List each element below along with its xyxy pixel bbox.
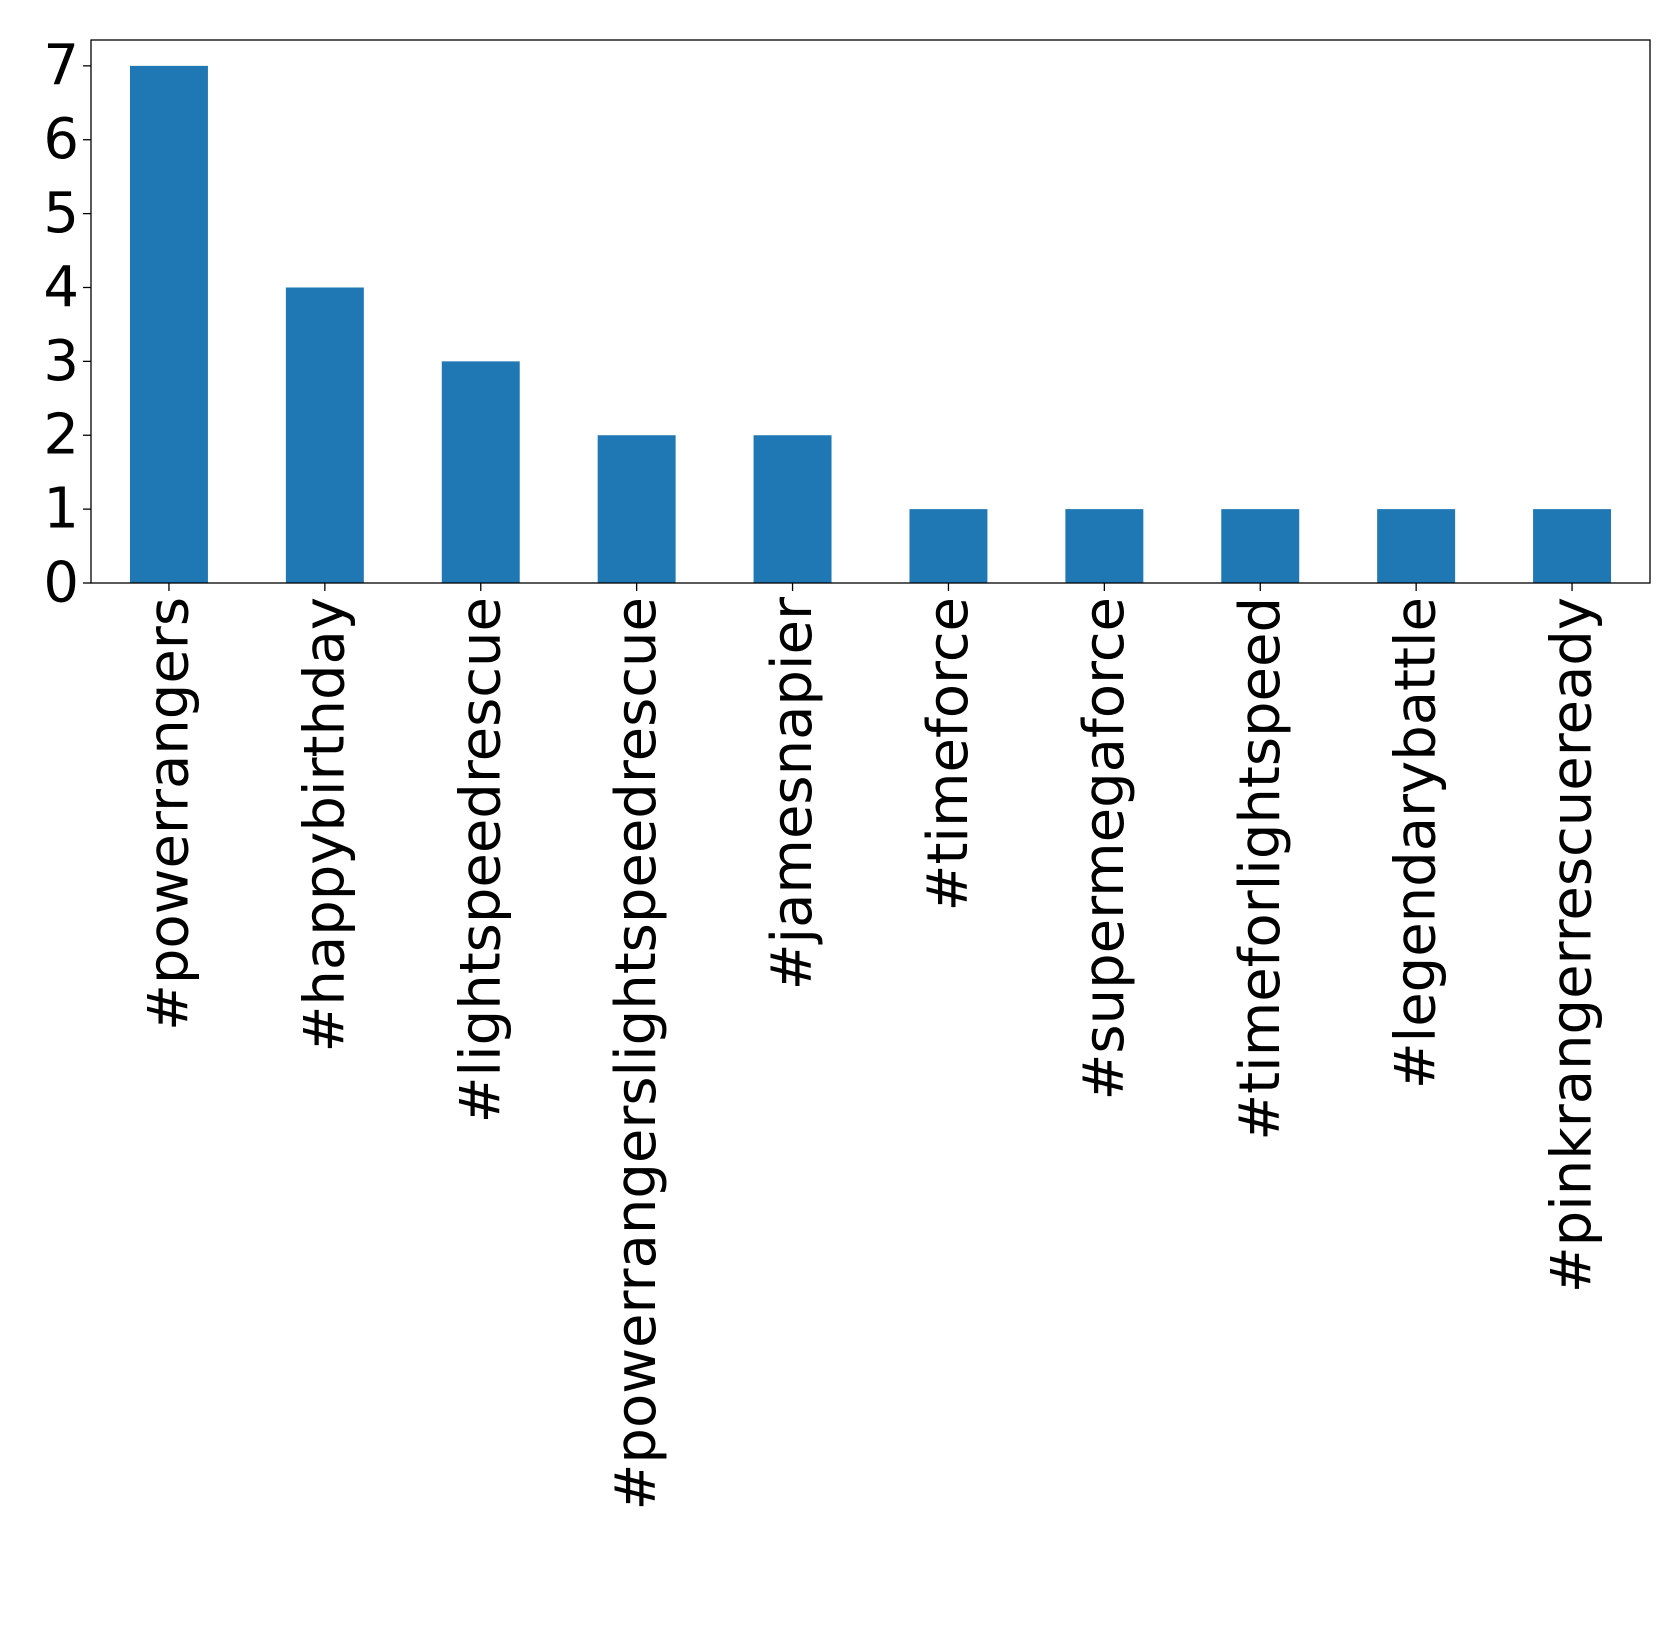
bar	[441, 361, 520, 583]
y-tick-label: 3	[43, 329, 79, 394]
y-tick-label: 6	[43, 107, 79, 172]
y-tick-label: 4	[43, 255, 79, 320]
bar	[285, 287, 364, 583]
bar	[753, 435, 832, 583]
x-tick-label: #pinkrangerrescueready	[1540, 597, 1605, 1293]
bars-group	[129, 65, 1612, 584]
y-tick-label: 7	[43, 33, 79, 98]
x-tick-label: #lightspeedrescue	[448, 597, 513, 1123]
x-tick-label: #supermegaforce	[1072, 597, 1137, 1101]
y-tick-label: 1	[43, 477, 79, 542]
x-tick-label: #powerrangerslightspeedrescue	[604, 597, 669, 1511]
bar	[1221, 509, 1300, 583]
y-tick-label: 2	[43, 403, 79, 468]
x-tick-label: #legendarybattle	[1384, 597, 1449, 1089]
x-tick-label: #jamesnapier	[760, 596, 825, 990]
bar	[129, 65, 208, 584]
y-axis: 0 1 2 3 4 5 6 7	[43, 33, 91, 616]
x-tick-label: #powerrangers	[136, 597, 201, 1031]
bar	[1533, 509, 1612, 583]
x-axis: #powerrangers #happybirthday #lightspeedre…	[136, 583, 1605, 1511]
x-tick-label: #timeforce	[916, 597, 981, 911]
bar	[909, 509, 988, 583]
axes-frame	[90, 39, 1651, 584]
bar	[1377, 509, 1456, 583]
y-tick-label: 0	[43, 551, 79, 616]
bar	[597, 435, 676, 583]
y-tick-label: 5	[43, 181, 79, 246]
bar	[1065, 509, 1144, 583]
x-tick-label: #timeforlightspeed	[1228, 597, 1293, 1141]
x-tick-label: #happybirthday	[292, 597, 357, 1053]
